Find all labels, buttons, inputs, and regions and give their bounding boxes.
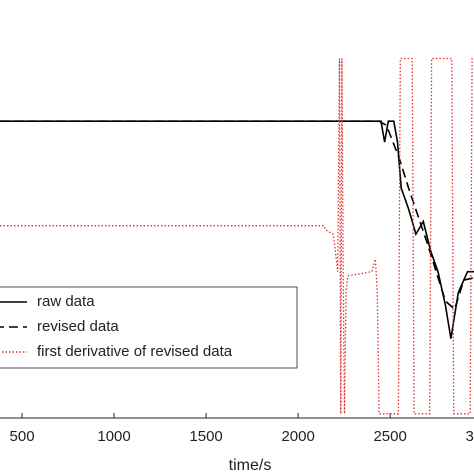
- x-tick-label: 3000: [466, 428, 474, 445]
- legend-box: [0, 286, 298, 369]
- line-series: [0, 120, 474, 311]
- x-tick-label: 500: [10, 428, 35, 445]
- x-tick-label: 2500: [373, 428, 406, 445]
- x-tick-label: 1000: [97, 428, 130, 445]
- x-tick-label: 1500: [189, 428, 222, 445]
- legend: raw data revised data first derivative of …: [0, 286, 298, 369]
- plot-frame: [0, 417, 474, 419]
- legend-label: raw data: [37, 293, 95, 310]
- legend-label: first derivative of revised data: [37, 343, 233, 360]
- x-tick-label: 2000: [281, 428, 314, 445]
- legend-label: revised data: [37, 318, 119, 335]
- x-axis-label: time/s: [229, 457, 272, 474]
